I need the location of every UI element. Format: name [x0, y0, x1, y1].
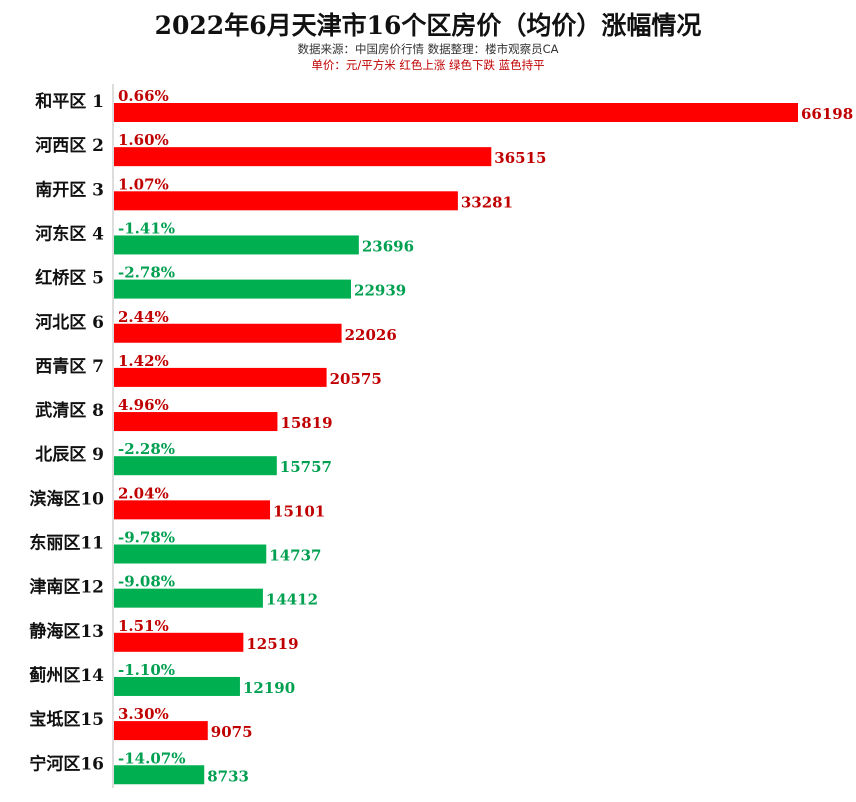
change-label: 0.66% [118, 87, 169, 105]
value-label: 20575 [330, 370, 382, 388]
value-label: 22026 [345, 326, 397, 344]
bar [114, 235, 359, 255]
value-label: 15819 [280, 414, 332, 432]
category-label: 河西区 2 [35, 136, 104, 156]
value-label: 9075 [211, 723, 253, 741]
bar [114, 676, 240, 696]
category-label: 西青区 7 [35, 356, 104, 377]
change-label: 1.51% [118, 617, 169, 635]
bar [114, 500, 271, 520]
category-label: 南开区 3 [35, 179, 104, 200]
bar [114, 632, 244, 652]
category-label: 河东区 4 [35, 223, 104, 244]
value-label: 8733 [207, 767, 249, 785]
chart-subtitle: 数据来源：中国房价行情 数据整理：楼市观察员CA [297, 42, 559, 56]
category-label: 北辰区 9 [35, 445, 104, 465]
change-label: 1.60% [118, 131, 169, 149]
category-label: 河北区 6 [35, 313, 104, 333]
category-label: 宁河区16 [29, 753, 104, 774]
bar [114, 323, 342, 343]
value-label: 12519 [246, 635, 298, 653]
bar [114, 588, 263, 608]
change-label: 2.44% [118, 308, 169, 326]
category-label: 红桥区 5 [35, 268, 104, 289]
category-label: 和平区 1 [35, 92, 104, 112]
change-label: 1.42% [118, 352, 169, 370]
bar [114, 456, 277, 476]
bar [114, 191, 458, 211]
change-label: -14.07% [118, 749, 185, 767]
value-label: 14412 [266, 591, 318, 609]
change-label: 1.07% [118, 175, 169, 193]
bar [114, 279, 352, 299]
change-label: -1.10% [118, 661, 175, 679]
value-label: 22939 [354, 282, 406, 300]
value-label: 14737 [269, 547, 321, 565]
value-label: 23696 [362, 237, 414, 255]
bar [114, 765, 205, 785]
change-label: -9.78% [118, 529, 175, 547]
chart-title: 2022年6月天津市16个区房价（均价）涨幅情况 [154, 11, 702, 40]
change-label: -2.28% [118, 440, 175, 458]
change-label: -9.08% [118, 573, 175, 591]
chart-note: 单价：元/平方米 红色上涨 绿色下跌 蓝色持平 [311, 58, 545, 72]
category-label: 东丽区11 [29, 533, 104, 554]
value-label: 15757 [280, 458, 332, 476]
bar [114, 103, 798, 122]
bar [114, 544, 267, 564]
category-label: 津南区12 [29, 577, 104, 598]
category-label: 静海区13 [29, 621, 104, 642]
bar [114, 721, 208, 741]
change-label: 4.96% [118, 396, 169, 414]
category-label: 蓟州区14 [28, 665, 104, 686]
value-label: 15101 [273, 502, 325, 520]
change-label: -2.78% [118, 264, 175, 282]
category-label: 武清区 8 [35, 400, 104, 421]
value-label: 12190 [243, 679, 295, 697]
value-label: 36515 [494, 149, 546, 167]
change-label: 3.30% [118, 705, 169, 723]
category-label: 宝坻区15 [29, 709, 104, 730]
bar [114, 147, 492, 167]
bar [114, 367, 327, 387]
category-label: 滨海区10 [29, 488, 104, 509]
change-label: 2.04% [118, 484, 169, 502]
value-label: 33281 [461, 193, 513, 211]
value-label: 66198 [801, 105, 853, 123]
change-label: -1.41% [118, 219, 175, 237]
bar [114, 412, 278, 432]
